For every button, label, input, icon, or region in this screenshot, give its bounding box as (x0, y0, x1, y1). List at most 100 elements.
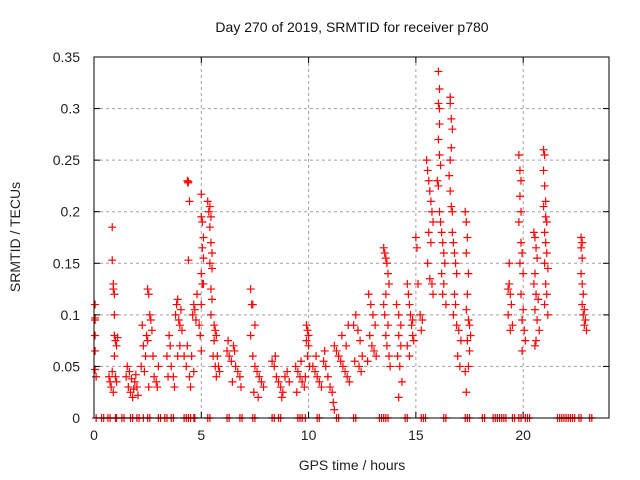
data-point (540, 259, 549, 268)
data-point (187, 352, 196, 361)
data-point (448, 228, 457, 237)
data-point (189, 300, 198, 309)
data-point (92, 372, 101, 381)
data-point (224, 336, 233, 345)
x-axis-ticks: 0 5 10 15 20 (90, 57, 531, 443)
data-point (180, 352, 189, 361)
data-point (539, 202, 548, 211)
data-point (170, 383, 179, 392)
data-point (215, 367, 224, 376)
data-point (212, 331, 221, 340)
data-point (380, 310, 389, 319)
data-point (208, 295, 217, 304)
data-point (257, 377, 266, 386)
data-point (385, 352, 394, 361)
data-point (448, 125, 457, 134)
data-point (280, 372, 289, 381)
data-point (137, 362, 146, 371)
data-point (542, 218, 551, 227)
data-point (448, 207, 457, 216)
data-point (122, 372, 131, 381)
data-point (108, 256, 117, 265)
data-point (351, 310, 360, 319)
data-point (255, 372, 264, 381)
data-point (205, 202, 214, 211)
data-point (412, 243, 421, 252)
data-point (530, 341, 539, 350)
data-point (300, 383, 309, 392)
data-point (184, 256, 193, 265)
data-point (341, 367, 350, 376)
data-point (203, 197, 212, 206)
data-point (462, 305, 471, 314)
data-point (411, 233, 420, 242)
data-point (446, 99, 455, 108)
data-point (206, 212, 215, 221)
data-point (174, 316, 183, 325)
data-point (197, 346, 206, 355)
data-point (449, 238, 458, 247)
data-point (317, 383, 326, 392)
data-point (133, 391, 142, 400)
data-point (223, 346, 232, 355)
data-point (451, 259, 460, 268)
data-point (577, 269, 586, 278)
data-point (381, 331, 390, 340)
data-point (436, 161, 445, 170)
data-point (454, 326, 463, 335)
data-point (542, 290, 551, 299)
data-point (334, 352, 343, 361)
data-point (191, 316, 200, 325)
data-points (91, 67, 596, 422)
data-point (465, 346, 474, 355)
data-point (386, 362, 395, 371)
data-point (404, 290, 413, 299)
data-point (342, 341, 351, 350)
data-point (248, 352, 257, 361)
y-tick-label: 0.35 (53, 49, 80, 65)
data-point (123, 362, 132, 371)
data-point (403, 279, 412, 288)
data-point (198, 243, 207, 252)
data-point (383, 269, 392, 278)
data-point (383, 321, 392, 330)
data-point (285, 377, 294, 386)
data-point (183, 178, 192, 187)
data-point (434, 99, 443, 108)
y-tick-label: 0 (72, 410, 80, 426)
data-point (424, 176, 433, 185)
data-point (379, 243, 388, 252)
data-point (464, 362, 473, 371)
data-point (530, 269, 539, 278)
data-point (463, 290, 472, 299)
data-point (112, 377, 121, 386)
data-point (272, 372, 281, 381)
data-point (394, 393, 403, 402)
data-point (515, 192, 524, 201)
data-point (437, 228, 446, 237)
data-point (463, 336, 472, 345)
data-point (111, 372, 120, 381)
data-point (293, 367, 302, 376)
data-point (394, 310, 403, 319)
data-point (577, 233, 586, 242)
y-tick-label: 0.3 (61, 101, 81, 117)
data-point (195, 321, 204, 330)
data-point (91, 300, 100, 309)
data-point (426, 238, 435, 247)
data-point (199, 279, 208, 288)
data-point (236, 383, 245, 392)
data-point (140, 367, 149, 376)
data-point (370, 346, 379, 355)
data-point (578, 254, 587, 263)
data-point (112, 341, 121, 350)
data-point (541, 197, 550, 206)
data-point (345, 377, 354, 386)
data-point (504, 285, 513, 294)
data-point (162, 352, 171, 361)
data-point (449, 310, 458, 319)
data-point (298, 377, 307, 386)
data-point (529, 279, 538, 288)
data-point (149, 352, 158, 361)
data-point (578, 279, 587, 288)
